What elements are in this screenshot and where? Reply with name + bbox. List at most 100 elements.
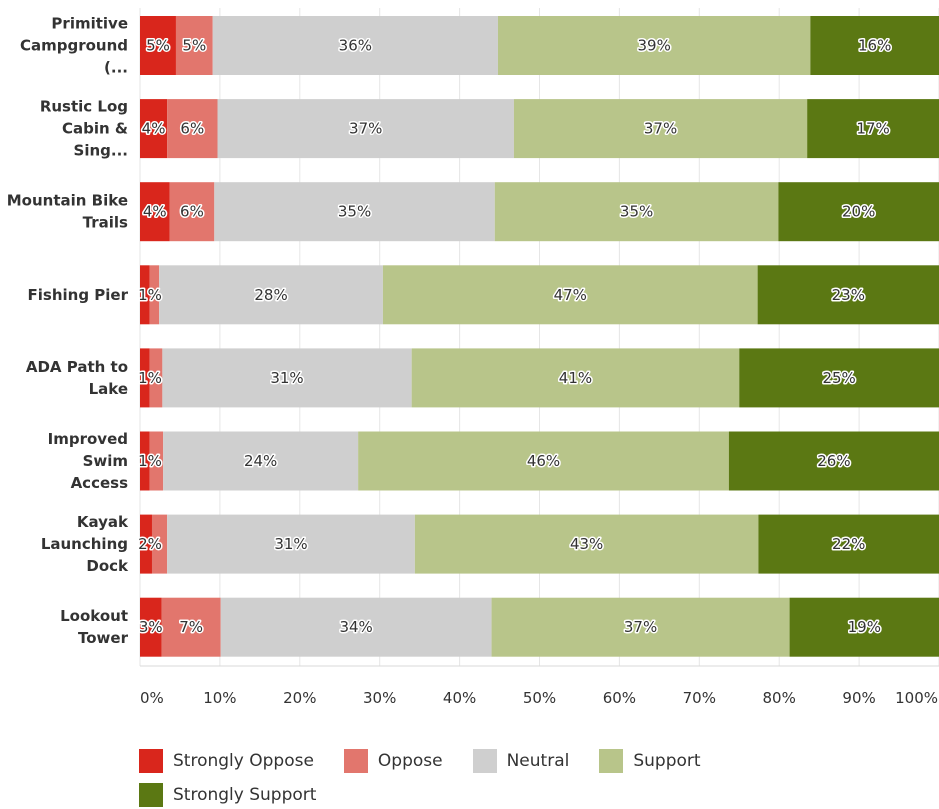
- data-label: 28%: [254, 286, 287, 304]
- legend-swatch: [599, 749, 624, 773]
- bar-segment: [140, 265, 150, 325]
- category-label: Improved: [48, 430, 128, 448]
- bar-segment: [220, 597, 492, 657]
- legend-swatch: [139, 749, 163, 773]
- category-label: Mountain Bike: [7, 192, 128, 210]
- bar-segment: [163, 431, 359, 491]
- bar-segment: [140, 514, 152, 574]
- bar-segment: [513, 99, 808, 159]
- data-label: 19%: [848, 618, 881, 636]
- bar-segment: [212, 16, 498, 75]
- bar-segment: [149, 348, 163, 408]
- category-label: Primitive: [51, 15, 128, 33]
- x-tick-label: 0%: [140, 689, 164, 707]
- x-tick-label: 100%: [895, 689, 938, 707]
- bar-segment: [149, 265, 160, 325]
- data-label: 25%: [822, 369, 855, 387]
- category-label: ADA Path to: [26, 358, 128, 376]
- legend-swatch: [139, 783, 163, 807]
- legend-label: Oppose: [377, 751, 443, 771]
- data-label: 37%: [624, 618, 657, 636]
- bar-segment: [758, 514, 939, 574]
- bar-segment: [494, 182, 779, 242]
- bar-segment: [739, 348, 939, 408]
- bar-segment: [140, 431, 150, 491]
- bar-segment: [167, 99, 218, 159]
- category-label: Dock: [86, 557, 129, 575]
- bar-segment: [149, 431, 164, 491]
- legend: Strongly Oppose Oppose Neutral Support Stron…: [139, 748, 779, 808]
- category-label: Lake: [89, 380, 128, 398]
- bar-segment: [162, 348, 412, 408]
- data-label: 43%: [570, 535, 603, 553]
- data-label: 1%: [138, 452, 162, 470]
- category-label: Tower: [78, 629, 129, 647]
- data-label: 4%: [143, 203, 167, 221]
- category-label: Fishing Pier: [28, 286, 129, 304]
- category-label: Swim: [83, 452, 128, 470]
- x-tick-label: 20%: [283, 689, 316, 707]
- bar-segment: [140, 348, 150, 408]
- bar-segment: [757, 265, 939, 325]
- data-label: 5%: [182, 37, 206, 55]
- x-tick-label: 50%: [523, 689, 556, 707]
- category-label: Cabin &: [62, 120, 128, 138]
- data-label: 35%: [620, 203, 653, 221]
- data-label: 17%: [856, 120, 889, 138]
- data-labels: 5% 5% 36% 39% 16% 4% 6% 37% 37% 17% 4% 6% 35% 35% 20% 1…: [137, 35, 893, 638]
- x-tick-label: 30%: [363, 689, 396, 707]
- bar-segment: [789, 597, 939, 657]
- legend-item: Strongly Oppose: [139, 748, 314, 774]
- category-label: Sing...: [74, 142, 128, 160]
- category-label: Trails: [83, 214, 128, 232]
- data-label: 6%: [180, 120, 204, 138]
- category-label: Rustic Log: [40, 98, 128, 116]
- data-label: 35%: [338, 203, 371, 221]
- data-label: 22%: [832, 535, 865, 553]
- bar-segment: [217, 99, 514, 159]
- data-label: 6%: [180, 203, 204, 221]
- legend-item: Oppose: [343, 748, 443, 774]
- data-label: 3%: [139, 618, 163, 636]
- legend-label: Support: [633, 751, 701, 771]
- legend-item: Strongly Support: [139, 782, 749, 808]
- category-label: Launching: [41, 535, 128, 553]
- data-label: 7%: [179, 618, 203, 636]
- bar-segment: [497, 16, 811, 75]
- data-label: 46%: [527, 452, 560, 470]
- legend-item: Neutral: [472, 748, 570, 774]
- legend-label: Neutral: [506, 751, 570, 771]
- x-tick-label: 60%: [603, 689, 636, 707]
- x-axis-ticks: 0% 10% 20% 30% 40% 50% 60% 70% 80% 90% 100%: [140, 689, 938, 707]
- category-labels: Primitive Campground (... Rustic Log Cabin &…: [7, 15, 129, 648]
- bar-segment: [491, 597, 790, 657]
- legend-label: Strongly Oppose: [173, 751, 314, 771]
- x-tick-label: 40%: [443, 689, 476, 707]
- bar-segment: [175, 16, 213, 75]
- bar-segment: [140, 16, 176, 75]
- bar-segment: [411, 348, 740, 408]
- data-label: 4%: [142, 120, 166, 138]
- bar-segment: [169, 182, 215, 242]
- bar-segment: [810, 16, 939, 75]
- bar-segment: [151, 514, 168, 574]
- data-label: 26%: [817, 452, 850, 470]
- bar-segment: [161, 597, 221, 657]
- bar-segment: [382, 265, 758, 325]
- bar-segment: [140, 99, 168, 159]
- data-label: 34%: [339, 618, 372, 636]
- data-label: 5%: [146, 37, 170, 55]
- category-label: Campground: [20, 37, 128, 55]
- bar-segment: [728, 431, 939, 491]
- x-tick-label: 80%: [763, 689, 796, 707]
- legend-item: Support: [599, 748, 701, 774]
- category-label: Kayak: [77, 513, 129, 531]
- legend-swatch: [343, 749, 368, 773]
- data-label: 31%: [270, 369, 303, 387]
- x-tick-label: 10%: [203, 689, 236, 707]
- category-label: (...: [104, 59, 128, 77]
- bars: [140, 16, 939, 657]
- data-label: 36%: [339, 37, 372, 55]
- data-label: 47%: [554, 286, 587, 304]
